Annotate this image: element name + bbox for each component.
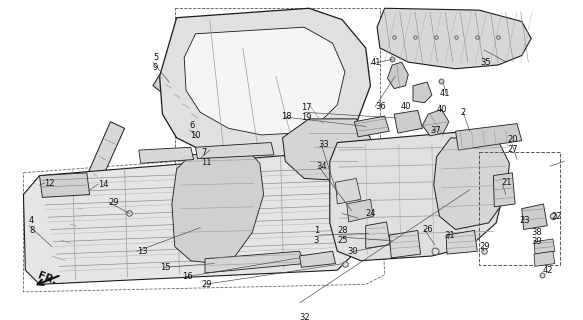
- Text: 33: 33: [318, 140, 329, 149]
- Text: 31: 31: [444, 231, 455, 240]
- Text: 6
10: 6 10: [190, 121, 201, 140]
- Text: 18: 18: [280, 113, 292, 122]
- Polygon shape: [413, 82, 432, 103]
- Text: 34: 34: [317, 162, 327, 171]
- Text: 13: 13: [137, 247, 147, 256]
- Text: 20
27: 20 27: [508, 135, 518, 154]
- Polygon shape: [354, 116, 389, 137]
- Text: 21: 21: [501, 178, 511, 187]
- Text: 2: 2: [460, 108, 465, 117]
- Text: 40: 40: [437, 105, 447, 114]
- Polygon shape: [493, 173, 515, 207]
- Polygon shape: [335, 179, 361, 204]
- Text: 23: 23: [520, 216, 531, 225]
- Polygon shape: [423, 109, 449, 136]
- Polygon shape: [347, 199, 373, 222]
- Polygon shape: [330, 131, 508, 261]
- Polygon shape: [23, 152, 361, 284]
- Text: 38
39: 38 39: [531, 228, 542, 246]
- Text: 40: 40: [401, 102, 411, 111]
- Text: 24: 24: [366, 209, 376, 218]
- Polygon shape: [455, 124, 522, 150]
- Text: 26: 26: [423, 225, 433, 234]
- Text: 29: 29: [201, 280, 212, 289]
- Polygon shape: [366, 222, 390, 248]
- Polygon shape: [534, 251, 555, 266]
- Polygon shape: [139, 147, 194, 163]
- Polygon shape: [300, 251, 335, 267]
- Text: 41: 41: [440, 89, 450, 98]
- Polygon shape: [394, 110, 423, 133]
- Text: 12: 12: [44, 179, 55, 188]
- Polygon shape: [153, 71, 213, 124]
- Text: 28
25: 28 25: [338, 226, 348, 244]
- Text: 35: 35: [480, 58, 490, 67]
- Text: 29: 29: [108, 197, 119, 207]
- Polygon shape: [195, 142, 274, 159]
- Text: 5
9: 5 9: [153, 53, 158, 71]
- Text: 22: 22: [551, 212, 561, 221]
- Text: 41: 41: [370, 58, 381, 67]
- Polygon shape: [205, 251, 304, 273]
- Polygon shape: [522, 204, 547, 229]
- Polygon shape: [446, 230, 477, 254]
- Polygon shape: [283, 119, 370, 180]
- Text: 17
19: 17 19: [301, 103, 312, 122]
- Text: 37: 37: [430, 126, 441, 135]
- Text: 1
3: 1 3: [314, 226, 319, 244]
- Polygon shape: [52, 122, 125, 261]
- Polygon shape: [40, 173, 90, 197]
- Text: 15: 15: [160, 263, 171, 272]
- Text: 14: 14: [98, 180, 108, 188]
- Text: 36: 36: [375, 102, 386, 111]
- Polygon shape: [534, 239, 555, 254]
- Polygon shape: [172, 150, 264, 264]
- Text: FR.: FR.: [37, 271, 58, 287]
- Text: 32: 32: [300, 313, 310, 320]
- Polygon shape: [388, 62, 408, 89]
- Polygon shape: [434, 138, 510, 229]
- Text: 30: 30: [347, 247, 357, 256]
- Text: 7
11: 7 11: [201, 148, 212, 167]
- Polygon shape: [160, 8, 370, 166]
- Bar: [479, 152, 560, 265]
- Polygon shape: [389, 230, 420, 258]
- Polygon shape: [377, 8, 531, 69]
- Text: 29: 29: [479, 242, 490, 251]
- Text: 16: 16: [182, 272, 193, 281]
- Text: 42: 42: [543, 266, 553, 275]
- Polygon shape: [184, 27, 345, 135]
- Text: 4
8: 4 8: [29, 216, 34, 235]
